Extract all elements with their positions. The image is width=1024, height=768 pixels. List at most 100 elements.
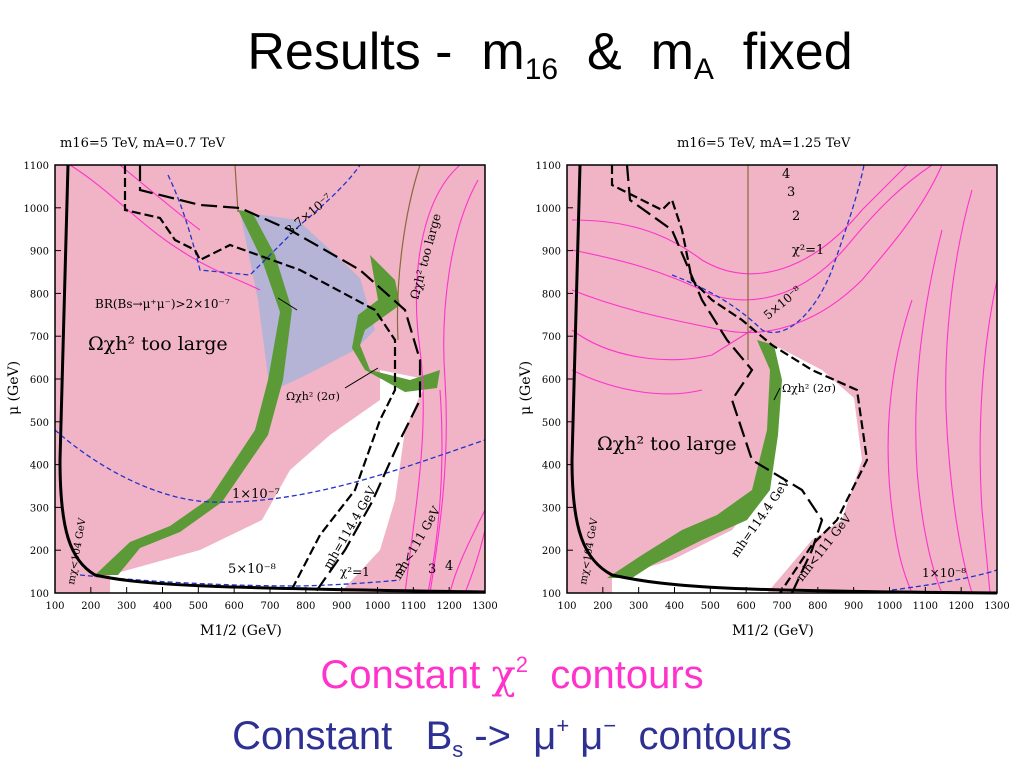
caption-2-mu2: μ (569, 714, 604, 758)
title-prefix: Results - m (247, 23, 525, 81)
y-tick-label: 100 (542, 589, 561, 600)
y-tick-label: 800 (542, 289, 561, 300)
x-tick-label: 1000 (365, 601, 390, 612)
chi2-contour (887, 299, 913, 594)
chi2-3-label: 3 (428, 562, 436, 577)
caption-1-prefix: Constant (320, 653, 492, 697)
x-tick-label: 1100 (401, 601, 426, 612)
x-tick-label: 400 (665, 601, 684, 612)
y-tick-label: 600 (30, 375, 49, 386)
chi2-contour (119, 164, 201, 231)
y-tick-label: 900 (30, 247, 49, 258)
caption-2-prefix: Constant B (232, 714, 453, 758)
chi2-contour (571, 164, 933, 301)
y-tick-label: 500 (30, 418, 49, 429)
caption-2-sub: s (452, 737, 464, 762)
chi2-contours (571, 164, 998, 594)
y-tick-label: 700 (542, 332, 561, 343)
y-tick-label: 400 (542, 461, 561, 472)
y-axis-label-right: μ (GeV) (518, 361, 534, 415)
x-tick-label: 400 (153, 601, 172, 612)
y-tick-label: 600 (542, 375, 561, 386)
title-sub-16: 16 (524, 53, 559, 86)
allowed-region (612, 345, 862, 593)
x-tick-label: 300 (117, 601, 136, 612)
chi2-contour (571, 329, 753, 361)
x-tick-label: 1300 (984, 601, 1009, 612)
chi2-1-label: χ²=1 (340, 565, 370, 579)
y-tick-label: 200 (30, 546, 49, 557)
mh-114-contour (610, 165, 869, 594)
mh-111-contour (625, 164, 824, 594)
bs-contour-3p7e-7 (167, 164, 361, 276)
x-tick-label: 900 (332, 601, 351, 612)
caption-1-chi: χ (491, 652, 516, 698)
allowed-region (110, 370, 430, 593)
y-axis-label-left: μ (GeV) (6, 361, 22, 415)
chi2-contour (979, 279, 998, 594)
bs-contour-1e-7 (54, 429, 486, 503)
wmap-band-label: Ωχh² (2σ) (782, 382, 836, 395)
chi2-2-label: 2 (395, 562, 403, 577)
y-tick-label: 800 (30, 289, 49, 300)
brown-contour (234, 164, 421, 341)
y-tick-label: 700 (30, 332, 49, 343)
mh-114-contour (123, 165, 397, 594)
y-tick-label: 1100 (536, 161, 561, 172)
x-tick-label: 800 (808, 601, 827, 612)
bs-contours (671, 164, 998, 591)
chi2-contour (571, 164, 908, 275)
x-tick-label: 700 (260, 601, 279, 612)
x-tick-label: 100 (557, 601, 576, 612)
br-label: BR(Bs→μ⁺μ⁻)>2×10⁻⁷ (95, 297, 230, 311)
axis-ticks-right: 100 200 300 400 500 600 700 800 900 1000 1100 1200 1… (536, 161, 1010, 612)
x-tick-label: 1300 (472, 601, 497, 612)
chi2-contour (571, 369, 703, 395)
y-tick-label: 900 (542, 247, 561, 258)
caption-2-sup2: − (603, 713, 617, 738)
omega-too-large-label: Ωχh² too large (597, 433, 737, 455)
chart-title-right: m16=5 TeV, mA=1.25 TeV (677, 136, 851, 151)
chi2-contour (429, 179, 479, 594)
caption-2-mid: -> μ (463, 714, 557, 758)
plot-area-right (567, 164, 998, 595)
x-axis-label-right: M1/2 (GeV) (732, 623, 814, 639)
x-tick-label: 800 (296, 601, 315, 612)
caption-chi2: Constant χ2 contours (0, 652, 1024, 698)
chi2-4-label: 4 (445, 559, 453, 574)
title-mid: & m (558, 23, 694, 81)
x-tick-label: 700 (772, 601, 791, 612)
caption-1-suffix: contours (528, 653, 704, 697)
caption-2-suffix: contours (616, 714, 792, 758)
plot-area-left (54, 164, 486, 594)
chi2-contour (945, 189, 973, 594)
x-tick-label: 500 (189, 601, 208, 612)
chi2-1-label: χ²=1 (792, 243, 824, 258)
x-tick-label: 300 (629, 601, 648, 612)
y-tick-label: 300 (542, 503, 561, 514)
wmap-band-label: Ωχh² (2σ) (286, 390, 340, 403)
x-tick-label: 100 (45, 601, 64, 612)
caption-2-sup1: + (556, 713, 570, 738)
wmap-band (607, 340, 782, 578)
x-tick-label: 1200 (436, 601, 461, 612)
chi2-contour (69, 164, 261, 291)
y-tick-label: 100 (30, 589, 49, 600)
x-tick-label: 1000 (877, 601, 902, 612)
x-tick-label: 600 (225, 601, 244, 612)
y-tick-label: 1100 (24, 161, 49, 172)
chi2-4-label: 4 (782, 167, 790, 182)
bs-5e-8-label: 5×10⁻⁸ (228, 562, 276, 577)
band-arrow (344, 367, 379, 389)
y-tick-label: 400 (30, 461, 49, 472)
x-tick-label: 1200 (948, 601, 973, 612)
y-tick-label: 300 (30, 503, 49, 514)
mchi-boundary (570, 164, 998, 595)
chi2-contour (404, 164, 461, 594)
x-tick-label: 200 (593, 601, 612, 612)
caption-1-sup: 2 (515, 652, 529, 677)
bs-contour-1e-8 (891, 569, 998, 591)
wmap-band-right (352, 255, 440, 392)
br-arrow (277, 297, 298, 311)
chart-left: 100 200 300 400 500 600 700 800 900 1000 1100 1200 1… (6, 136, 498, 639)
